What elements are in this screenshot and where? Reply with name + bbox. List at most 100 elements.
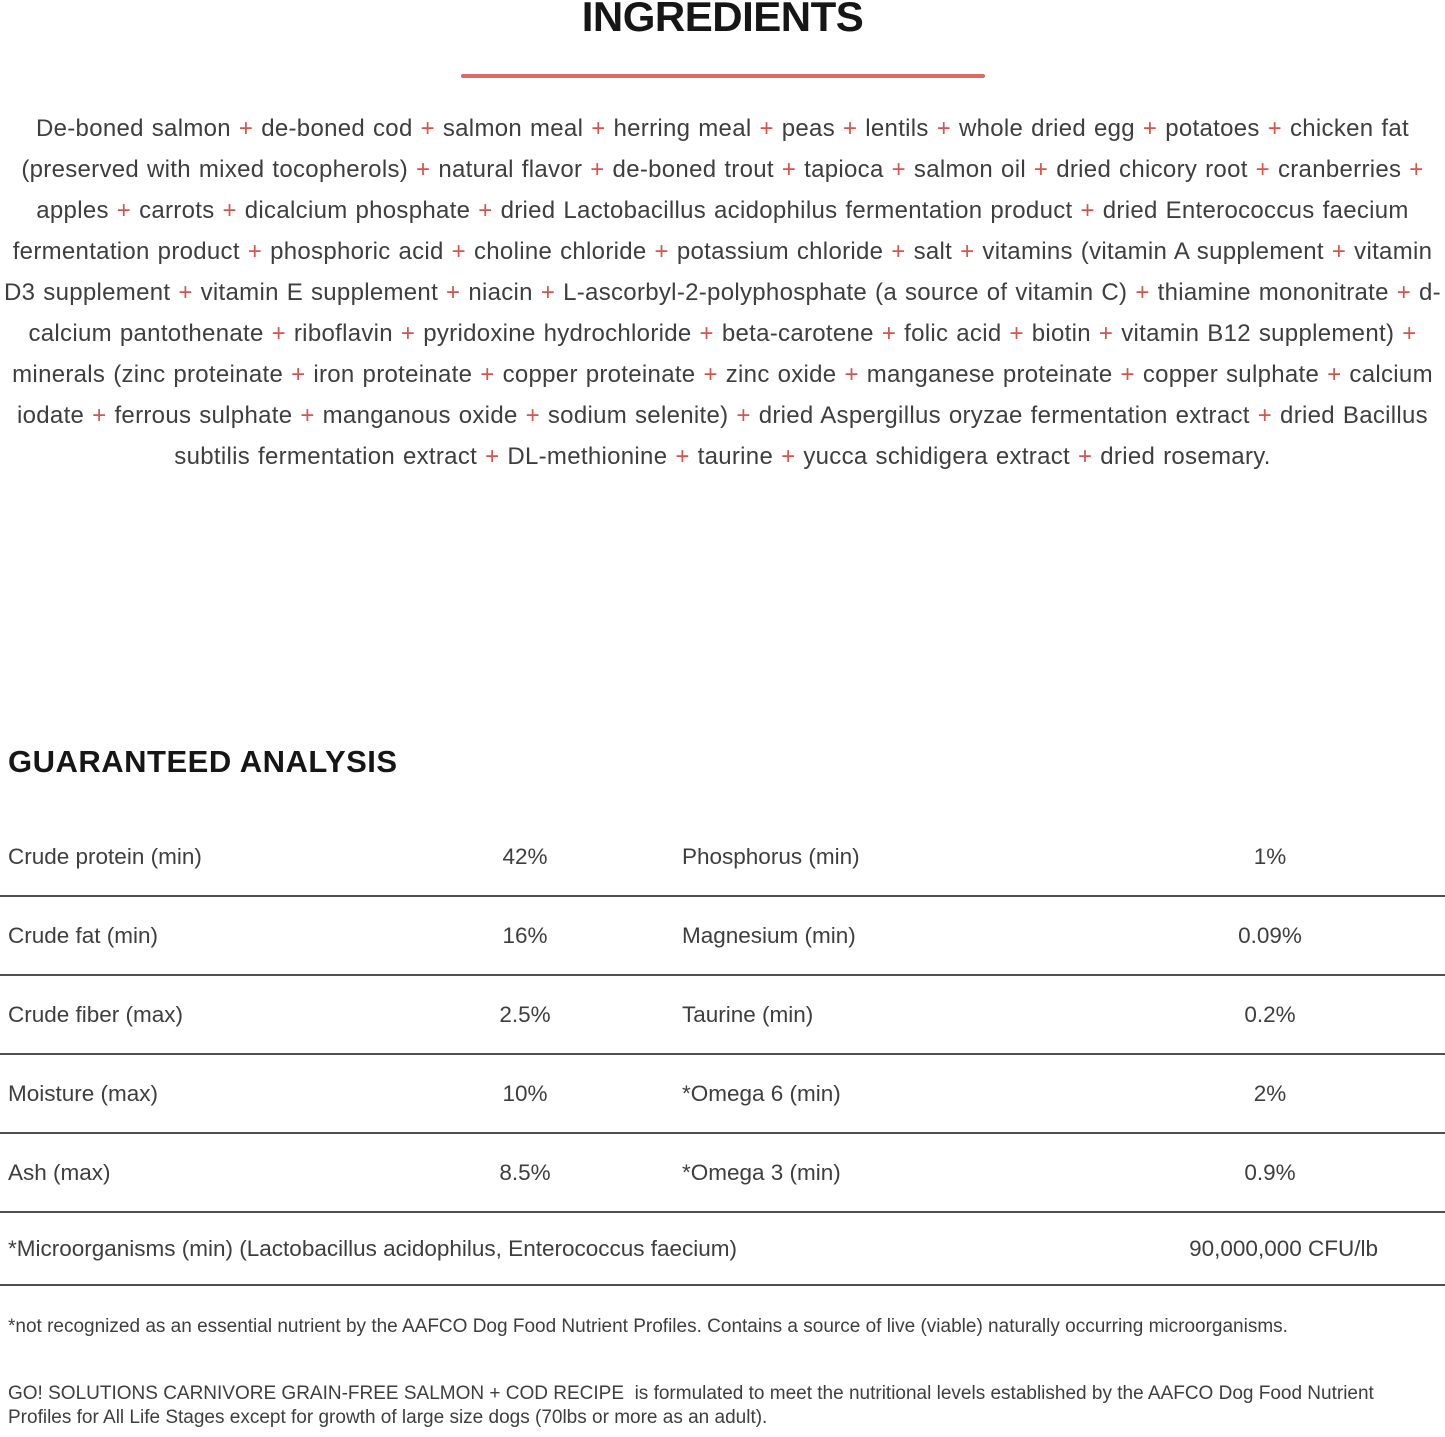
plus-separator: +: [1402, 320, 1417, 347]
analysis-row: Crude protein (min) 42% Phosphorus (min) 1%: [0, 818, 1445, 897]
ingredient-item: vitamin B12 supplement): [1121, 320, 1395, 347]
plus-separator: +: [1267, 115, 1282, 142]
ingredient-item: natural flavor: [438, 156, 583, 183]
plus-separator: +: [446, 279, 461, 306]
ingredient-item: biotin: [1031, 320, 1091, 347]
plus-separator: +: [1142, 115, 1158, 142]
ingredient-item: dried Bacillus subtilis fermentation ext…: [174, 402, 1428, 470]
ingredient-item: L-ascorbyl-2-polyphosphate (a source of …: [563, 279, 1128, 306]
plus-separator: +: [844, 361, 859, 388]
plus-separator: +: [759, 115, 774, 142]
plus-separator: +: [699, 320, 714, 347]
analysis-left-label: Crude fiber (max): [8, 1001, 184, 1027]
ingredient-item: copper sulphate: [1142, 361, 1320, 388]
plus-separator: +: [178, 279, 193, 306]
ingredient-item: dried rosemary.: [1100, 443, 1271, 470]
ingredient-item: sodium selenite): [547, 402, 729, 429]
ingredient-item: manganous oxide: [322, 402, 518, 429]
plus-separator: +: [675, 443, 690, 470]
plus-separator: +: [1009, 320, 1024, 347]
analysis-left-value: 2.5%: [499, 1001, 551, 1027]
plus-separator: +: [400, 320, 416, 347]
analysis-left-label: Moisture (max): [8, 1080, 159, 1106]
plus-separator: +: [1080, 197, 1095, 224]
ingredient-item: copper proteinate: [502, 361, 696, 388]
ingredient-item: herring meal: [613, 115, 752, 142]
ingredient-item: riboflavin: [293, 320, 393, 347]
analysis-left-label: Crude protein (min): [8, 843, 202, 869]
plus-separator: +: [1135, 279, 1150, 306]
analysis-left-label: Crude fat (min): [8, 922, 159, 948]
ingredient-item: dried chicory root: [1056, 156, 1248, 183]
ingredient-item: dicalcium phosphate: [244, 197, 471, 224]
ingredient-item: cranberries: [1277, 156, 1402, 183]
analysis-microorganisms-label: *Microorganisms (min) (Lactobacillus aci…: [8, 1235, 738, 1261]
ingredient-item: carrots: [139, 197, 215, 224]
ingredient-item: vitamin E supplement: [200, 279, 439, 306]
ingredient-item: folic acid: [904, 320, 1002, 347]
plus-separator: +: [781, 443, 796, 470]
analysis-right-value: 2%: [1253, 1080, 1287, 1106]
plus-separator: +: [891, 238, 906, 265]
plus-separator: +: [222, 197, 237, 224]
plus-separator: +: [238, 115, 254, 142]
ingredient-item: zinc oxide: [725, 361, 837, 388]
plus-separator: +: [891, 156, 906, 183]
plus-separator: +: [881, 320, 897, 347]
plus-separator: +: [1077, 443, 1093, 470]
ingredient-item: beta-carotene: [721, 320, 874, 347]
plus-separator: +: [300, 402, 315, 429]
plus-separator: +: [291, 361, 306, 388]
ingredient-item: niacin: [468, 279, 533, 306]
plus-separator: +: [842, 115, 858, 142]
analysis-row-microorganisms: *Microorganisms (min) (Lactobacillus aci…: [0, 1213, 1445, 1286]
ingredient-item: de-boned trout: [612, 156, 774, 183]
ingredient-item: choline chloride: [473, 238, 647, 265]
analysis-right-value: 0.09%: [1238, 922, 1302, 948]
asterisk-footnote: *not recognized as an essential nutrient…: [8, 1316, 1288, 1337]
ingredient-item: vitamin D3 supplement: [4, 238, 1433, 306]
analysis-left-value: 8.5%: [499, 1159, 551, 1185]
ingredient-item: whole dried egg: [959, 115, 1135, 142]
plus-separator: +: [936, 115, 952, 142]
plus-separator: +: [480, 361, 495, 388]
plus-separator: +: [781, 156, 797, 183]
ingredient-item: salmon meal: [442, 115, 584, 142]
plus-separator: +: [703, 361, 718, 388]
plus-separator: +: [416, 156, 431, 183]
ingredient-item: salt: [913, 238, 953, 265]
ingredient-item: taurine: [697, 443, 774, 470]
plus-separator: +: [1033, 156, 1049, 183]
plus-separator: +: [92, 402, 107, 429]
plus-separator: +: [591, 115, 606, 142]
ingredient-item: calcium iodate: [17, 361, 1433, 429]
plus-separator: +: [525, 402, 540, 429]
plus-separator: +: [1409, 156, 1424, 183]
ingredients-title: INGREDIENTS: [581, 0, 864, 40]
ingredient-item: yucca schidigera extract: [803, 443, 1071, 470]
analysis-row: Crude fat (min) 16% Magnesium (min) 0.09%: [0, 897, 1445, 976]
analysis-left-label: Ash (max): [8, 1159, 111, 1185]
analysis-right-value: 1%: [1253, 843, 1287, 869]
plus-separator: +: [478, 197, 493, 224]
ingredient-item: dried Enterococcus faecium fermentation …: [12, 197, 1409, 265]
plus-separator: +: [271, 320, 286, 347]
ingredient-item: potassium chloride: [676, 238, 884, 265]
plus-separator: +: [654, 238, 669, 265]
ingredient-item: manganese proteinate: [866, 361, 1113, 388]
plus-separator: +: [540, 279, 556, 306]
analysis-left-value: 10%: [502, 1080, 548, 1106]
plus-separator: +: [485, 443, 500, 470]
plus-separator: +: [116, 197, 132, 224]
analysis-row: Crude fiber (max) 2.5% Taurine (min) 0.2%: [0, 976, 1445, 1055]
ingredient-item: apples: [36, 197, 109, 224]
ingredient-item: iron proteinate: [313, 361, 473, 388]
ingredient-item: dried Lactobacillus acidophilus fermenta…: [500, 197, 1073, 224]
ingredient-item: dried Aspergillus oryzae fermentation ex…: [758, 402, 1250, 429]
ingredient-item: peas: [781, 115, 835, 142]
analysis-right-label: Phosphorus (min): [682, 843, 860, 869]
analysis-right-label: Taurine (min): [682, 1001, 814, 1027]
analysis-row: Moisture (max) 10% *Omega 6 (min) 2%: [0, 1055, 1445, 1134]
analysis-right-label: *Omega 3 (min): [682, 1159, 841, 1185]
